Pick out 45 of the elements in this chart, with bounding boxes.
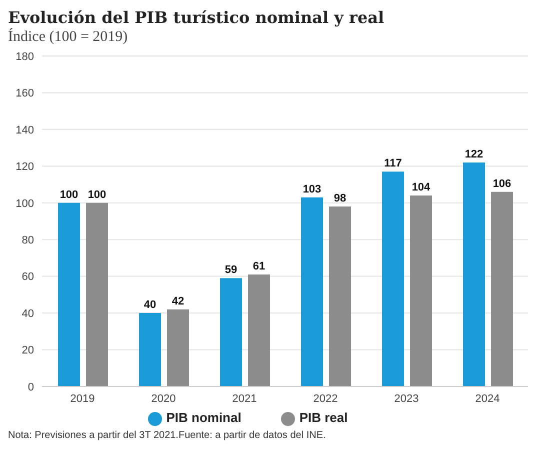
bar [248,274,270,386]
data-label: 103 [302,183,322,196]
bar [463,162,485,386]
bar [410,196,432,386]
data-label: 106 [492,178,512,190]
bar [382,172,404,386]
y-tick-label: 160 [16,88,34,100]
x-tick-label: 2023 [394,393,419,406]
chart-subtitle: Índice (100 = 2019) [8,29,129,46]
data-label: 117 [384,158,402,170]
data-label: 59 [224,264,238,276]
x-tick-label: 2022 [313,393,338,406]
data-label: 61 [252,260,266,272]
bar [329,206,351,386]
data-label: 42 [172,295,184,308]
bar [86,202,108,386]
bar [491,192,513,386]
data-label: 98 [334,192,346,205]
bar [58,202,80,386]
x-tick-label: 2020 [151,393,176,406]
data-label: 100 [60,188,78,201]
legend-label: PIB nominal [166,410,242,426]
y-tick-label: 80 [22,234,34,246]
y-tick-label: 40 [22,308,34,320]
y-tick-label: 140 [16,124,34,136]
y-tick-label: 100 [16,198,34,210]
y-tick-label: 0 [28,381,34,394]
y-tick-label: 120 [16,161,34,174]
data-label: 40 [144,299,156,312]
y-tick-label: 180 [16,50,34,63]
bar [139,313,161,386]
data-label: 104 [412,182,432,194]
bar [167,309,189,386]
legend-label: PIB real [299,410,348,426]
chart-title: Evolución del PIB turístico nominal y real [8,8,386,27]
x-tick-label: 2024 [475,393,500,406]
data-label: 122 [464,148,484,160]
bar [220,278,242,386]
y-tick-label: 60 [22,271,34,284]
y-tick-label: 20 [22,344,34,357]
data-label: 100 [88,188,106,201]
x-tick-label: 2021 [232,393,257,406]
text: Nota: Previsiones a partir del 3T 2021.Fuente: a partir de datos del INE. [8,430,327,441]
x-tick-label: 2019 [70,393,95,406]
bar [301,197,323,386]
